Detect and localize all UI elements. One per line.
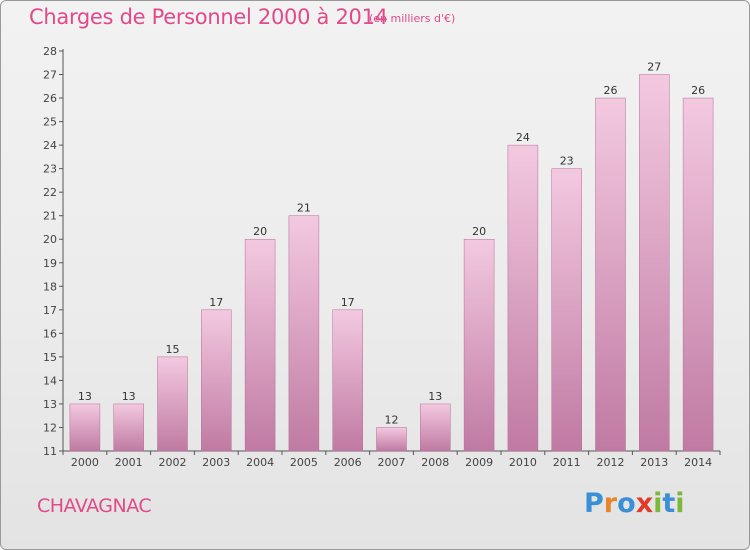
x-tick-label: 2008 bbox=[421, 456, 449, 469]
y-tick-label: 18 bbox=[43, 280, 57, 293]
logo-letter: o bbox=[617, 488, 636, 519]
proxiti-logo: Proxiti bbox=[584, 488, 685, 519]
place-name: CHAVAGNAC bbox=[37, 495, 152, 517]
x-tick-label: 2000 bbox=[71, 456, 99, 469]
x-tick-label: 2004 bbox=[246, 456, 274, 469]
bar-2013 bbox=[639, 74, 670, 452]
y-tick-label: 14 bbox=[43, 374, 57, 387]
y-tick-label: 13 bbox=[43, 398, 57, 411]
bar-2012 bbox=[595, 97, 626, 452]
data-label-2007: 12 bbox=[385, 413, 399, 426]
data-label-2011: 23 bbox=[560, 155, 574, 168]
y-tick-label: 27 bbox=[43, 69, 57, 82]
y-tick-label: 17 bbox=[43, 304, 57, 317]
logo-letter: i bbox=[675, 488, 685, 519]
x-tick-label: 2012 bbox=[597, 456, 625, 469]
x-tick-label: 2010 bbox=[509, 456, 537, 469]
x-tick-label: 2003 bbox=[202, 456, 230, 469]
bar-2010 bbox=[507, 144, 539, 452]
logo-letter: P bbox=[584, 488, 604, 519]
data-label-2002: 15 bbox=[166, 343, 180, 356]
bar-2002 bbox=[157, 356, 188, 452]
y-tick-label: 22 bbox=[43, 186, 57, 199]
bar-2003 bbox=[201, 309, 232, 452]
bar-2008 bbox=[420, 403, 451, 452]
logo-letter: i bbox=[653, 488, 663, 519]
x-tick-label: 2014 bbox=[684, 456, 712, 469]
y-tick-label: 25 bbox=[43, 116, 57, 129]
data-label-2009: 20 bbox=[472, 225, 486, 238]
y-tick-label: 16 bbox=[43, 327, 57, 340]
y-tick-label: 23 bbox=[43, 163, 57, 176]
y-tick-label: 26 bbox=[43, 92, 57, 105]
data-label-2006: 17 bbox=[341, 296, 355, 309]
logo-letter: t bbox=[662, 488, 676, 519]
x-tick-label: 2006 bbox=[334, 456, 362, 469]
bars bbox=[69, 74, 714, 452]
bar-2007 bbox=[376, 427, 407, 452]
chart-subtitle: (en milliers d'€) bbox=[369, 12, 456, 25]
data-labels: 13 13 15 17 20 21 17 12 13 20 24 23 26 27 26 bbox=[78, 61, 705, 427]
x-tick-label: 2011 bbox=[553, 456, 581, 469]
y-tick-label: 20 bbox=[43, 233, 57, 246]
y-tick-label: 28 bbox=[43, 45, 57, 58]
logo-letter: x bbox=[635, 488, 654, 519]
y-tick-label: 24 bbox=[43, 139, 57, 152]
data-label-2003: 17 bbox=[209, 296, 223, 309]
bar-2009 bbox=[463, 238, 495, 452]
bar-2004 bbox=[244, 238, 276, 452]
data-label-2000: 13 bbox=[78, 390, 92, 403]
x-tick-label: 2001 bbox=[115, 456, 143, 469]
data-label-2014: 26 bbox=[691, 84, 705, 97]
data-label-2001: 13 bbox=[122, 390, 136, 403]
x-tick-label: 2009 bbox=[465, 456, 493, 469]
data-label-2012: 26 bbox=[604, 84, 618, 97]
bar-2000 bbox=[69, 403, 101, 452]
x-tick-label: 2005 bbox=[290, 456, 318, 469]
y-tick-label: 19 bbox=[43, 257, 57, 270]
y-tick-label: 11 bbox=[43, 445, 57, 458]
bar-2006 bbox=[332, 309, 363, 452]
axes: 11 12 13 14 15 16 17 18 19 20 21 22 23 24 25 26 27 28 2000… bbox=[43, 45, 721, 469]
y-tick-label: 21 bbox=[43, 210, 57, 223]
x-tick-label: 2013 bbox=[640, 456, 668, 469]
bar-2014 bbox=[682, 97, 714, 452]
bar-2011 bbox=[551, 168, 582, 452]
data-label-2010: 24 bbox=[516, 131, 530, 144]
data-label-2005: 21 bbox=[297, 202, 311, 215]
logo-letter: r bbox=[603, 488, 618, 519]
data-label-2008: 13 bbox=[428, 390, 442, 403]
chart-title: Charges de Personnel 2000 à 2014 bbox=[29, 5, 388, 29]
y-tick-label: 15 bbox=[43, 351, 57, 364]
data-label-2013: 27 bbox=[647, 61, 661, 74]
y-tick-label: 12 bbox=[43, 421, 57, 434]
bar-2001 bbox=[113, 403, 144, 452]
bar-2005 bbox=[288, 215, 320, 452]
x-tick-label: 2007 bbox=[378, 456, 406, 469]
x-tick-label: 2002 bbox=[159, 456, 187, 469]
data-label-2004: 20 bbox=[253, 225, 267, 238]
